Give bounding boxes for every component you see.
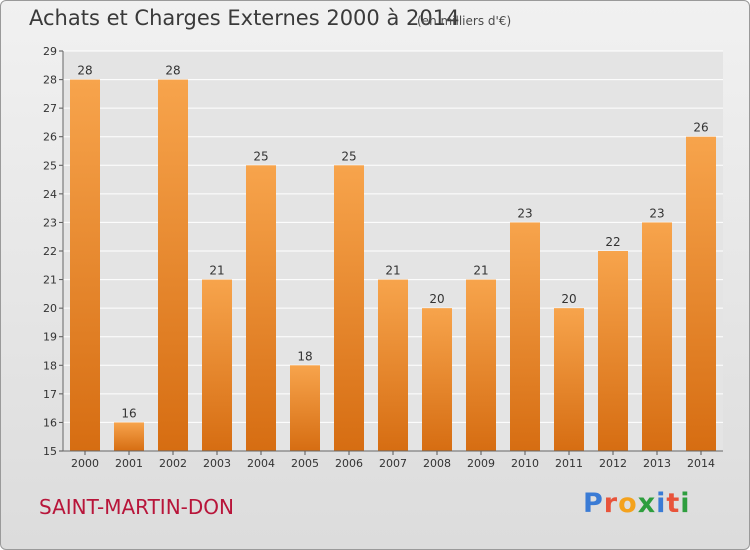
- data-label: 28: [165, 64, 180, 78]
- y-tick-label: 19: [43, 331, 57, 344]
- data-label: 22: [605, 235, 620, 249]
- bar: [246, 165, 276, 452]
- data-label: 16: [121, 406, 136, 420]
- y-tick-label: 17: [43, 388, 57, 401]
- location-name: SAINT-MARTIN-DON: [39, 495, 234, 519]
- bar: [642, 222, 672, 451]
- bar: [598, 251, 628, 451]
- logo-letter: i: [656, 488, 667, 519]
- data-label: 20: [429, 292, 444, 306]
- data-label: 18: [297, 349, 312, 363]
- logo-letter: o: [618, 488, 638, 519]
- bar: [290, 365, 320, 451]
- x-tick-label: 2010: [511, 457, 539, 470]
- logo-letter: x: [637, 488, 657, 519]
- y-tick-label: 29: [43, 45, 57, 58]
- bar: [686, 136, 716, 451]
- bar: [70, 79, 100, 452]
- data-label: 26: [693, 121, 708, 135]
- y-tick-label: 24: [43, 188, 57, 201]
- y-tick-label: 25: [43, 159, 57, 172]
- bar: [510, 222, 540, 451]
- y-tick-label: 28: [43, 74, 57, 87]
- bar: [114, 422, 144, 451]
- y-tick-label: 20: [43, 302, 57, 315]
- x-tick-label: 2012: [599, 457, 627, 470]
- x-tick-label: 2013: [643, 457, 671, 470]
- chart-title: Achats et Charges Externes 2000 à 2014: [29, 6, 460, 30]
- x-tick-label: 2007: [379, 457, 407, 470]
- bar: [378, 279, 408, 451]
- y-tick-label: 16: [43, 416, 57, 429]
- chart-subtitle: (en milliers d'€): [417, 14, 512, 28]
- bar: [334, 165, 364, 452]
- x-tick-label: 2011: [555, 457, 583, 470]
- x-tick-label: 2009: [467, 457, 495, 470]
- bar: [202, 279, 232, 451]
- data-label: 23: [649, 206, 664, 220]
- data-label: 21: [209, 264, 224, 278]
- logo-letter: P: [583, 488, 604, 519]
- x-tick-label: 2004: [247, 457, 275, 470]
- x-tick-label: 2000: [71, 457, 99, 470]
- y-tick-label: 23: [43, 216, 57, 229]
- logo-letter: t: [666, 488, 681, 519]
- logo-letter: r: [603, 488, 619, 519]
- data-label: 28: [77, 64, 92, 78]
- y-tick-label: 22: [43, 245, 57, 258]
- x-tick-label: 2003: [203, 457, 231, 470]
- x-tick-label: 2001: [115, 457, 143, 470]
- x-tick-label: 2005: [291, 457, 319, 470]
- data-label: 23: [517, 206, 532, 220]
- bar: [466, 279, 496, 451]
- y-tick-label: 18: [43, 359, 57, 372]
- data-label: 25: [253, 149, 268, 163]
- y-tick-label: 21: [43, 274, 57, 287]
- bar: [158, 79, 188, 452]
- x-tick-label: 2006: [335, 457, 363, 470]
- x-tick-label: 2002: [159, 457, 187, 470]
- data-label: 20: [561, 292, 576, 306]
- x-tick-label: 2008: [423, 457, 451, 470]
- data-label: 25: [341, 149, 356, 163]
- bar: [554, 308, 584, 451]
- y-tick-label: 27: [43, 102, 57, 115]
- proxiti-logo: Proxiti: [583, 488, 691, 519]
- bar: [422, 308, 452, 451]
- y-tick-label: 26: [43, 131, 57, 144]
- data-label: 21: [385, 264, 400, 278]
- x-tick-label: 2014: [687, 457, 715, 470]
- logo-letter: i: [680, 488, 691, 519]
- data-label: 21: [473, 264, 488, 278]
- y-tick-label: 15: [43, 445, 57, 458]
